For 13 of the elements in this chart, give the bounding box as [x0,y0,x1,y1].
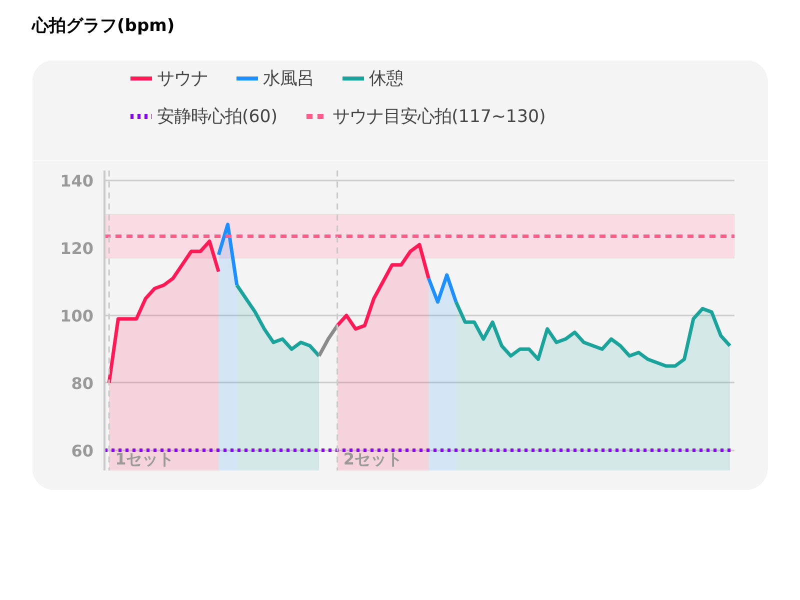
legend-label: サウナ目安心拍(117~130) [332,106,546,128]
y-tick-label: 120 [60,239,94,258]
legend-label: 水風呂 [263,68,314,90]
y-tick-label: 140 [60,172,94,191]
legend-label: 休憩 [369,68,403,90]
legend-label: サウナ [157,68,208,90]
chart-title: 心拍グラフ(bpm) [32,15,175,38]
annotation: 2セット [343,450,402,468]
legend-label: 安静時心拍(60) [157,106,278,128]
annotation: 1セット [115,450,174,468]
y-tick-label: 60 [71,441,94,460]
y-tick-label: 100 [60,306,94,326]
y-tick-label: 80 [71,374,94,393]
